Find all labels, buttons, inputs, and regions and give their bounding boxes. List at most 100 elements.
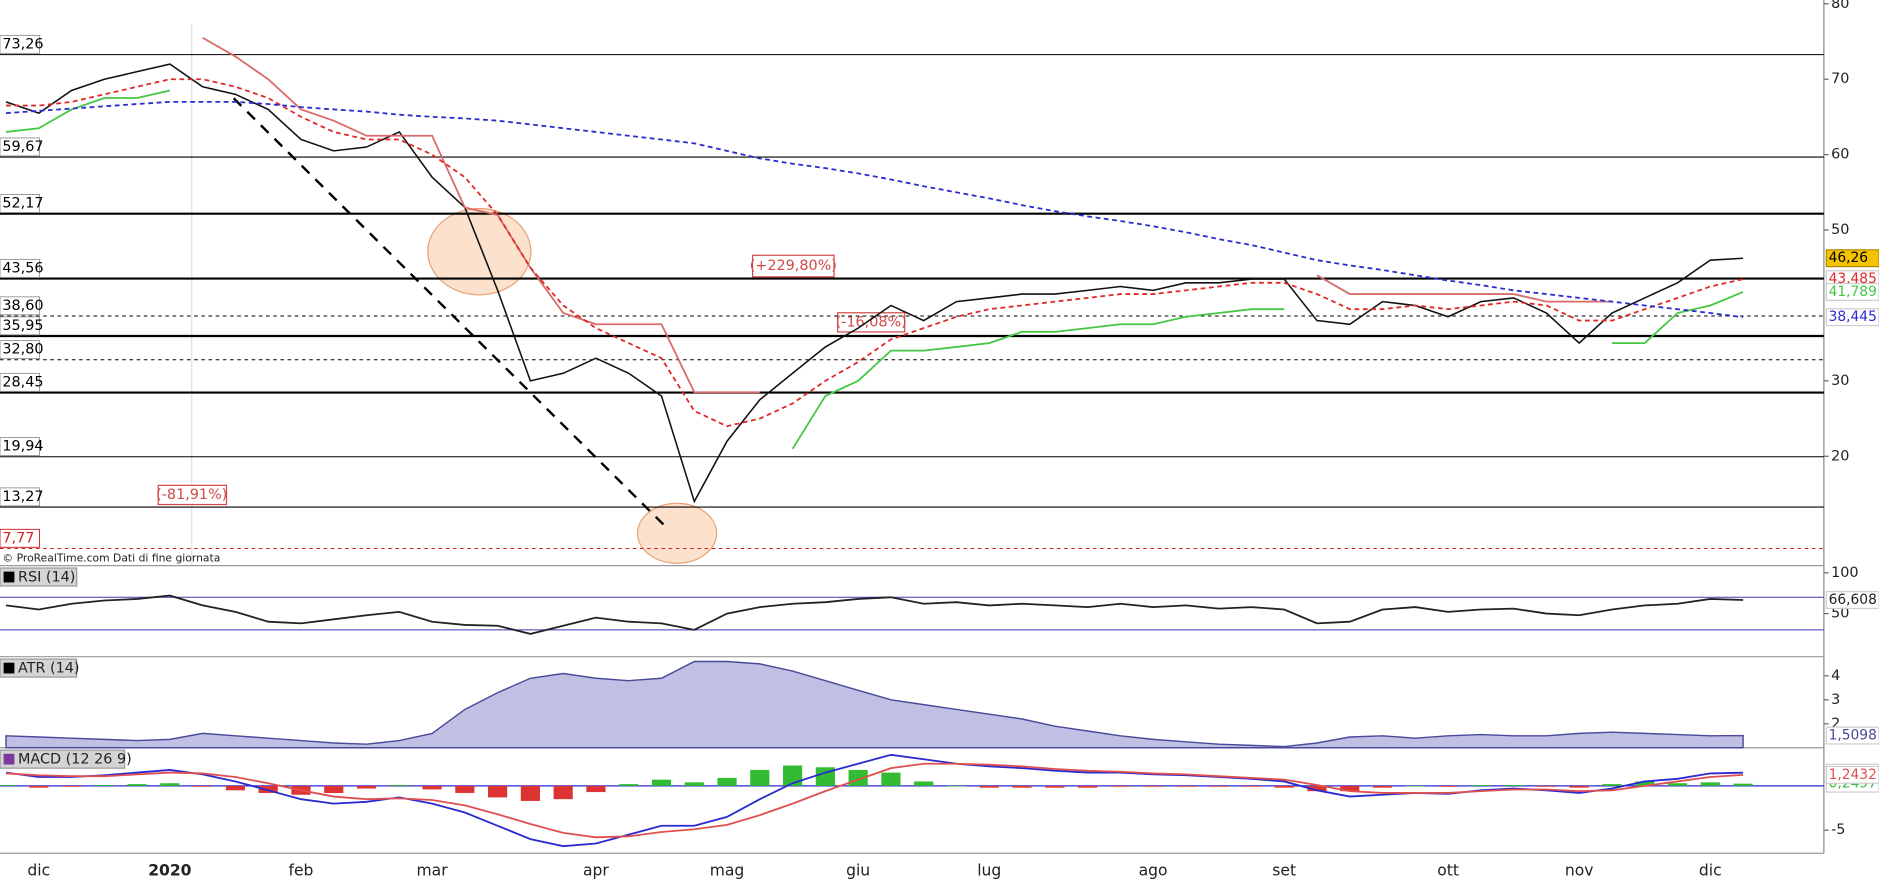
x-tick-label: nov (1565, 862, 1594, 880)
histogram-bar (586, 785, 606, 793)
histogram-bar (193, 785, 213, 787)
annotation-box (837, 312, 906, 333)
histogram-bar (881, 772, 901, 786)
level-label: 35,95 (2, 318, 43, 334)
series-line (5, 594, 1744, 635)
y-tick-label: 30 (1831, 373, 1849, 389)
histogram-bar (553, 785, 573, 800)
histogram-bar (1536, 785, 1556, 787)
level-label: 19,94 (2, 439, 43, 455)
x-tick-label: ott (1437, 862, 1459, 880)
level-label: 32,80 (2, 342, 43, 358)
histogram-bar (1635, 781, 1655, 786)
histogram-bar (684, 782, 704, 786)
end-value-box (1825, 308, 1879, 327)
panel-title: RSI (14) (18, 570, 75, 586)
histogram-bar (127, 784, 147, 786)
x-tick-label: 2020 (148, 862, 191, 880)
annotation: (-16,08%) (836, 314, 907, 330)
trend-line (232, 97, 670, 531)
series-line (5, 100, 1744, 319)
histogram-bar (914, 781, 934, 786)
x-tick-label: dic (27, 862, 50, 880)
histogram-bar (1405, 785, 1425, 787)
annotation: (-81,91%) (156, 487, 227, 503)
y-tick-label: 20 (1831, 448, 1849, 464)
histogram-bar (1438, 785, 1458, 787)
histogram-bar (1602, 784, 1622, 786)
level-label: 38,60 (2, 298, 43, 314)
histogram-bar (160, 783, 180, 786)
histogram-bar (1045, 785, 1065, 788)
level-label: 52,17 (2, 195, 43, 211)
histogram-bar (488, 785, 508, 798)
y-tick-label: 60 (1831, 147, 1849, 163)
panel-title-icon (3, 753, 15, 765)
level-label-box (0, 528, 41, 548)
x-tick-label: mag (710, 862, 745, 880)
y-tick-label: 70 (1831, 71, 1849, 87)
histogram-bar (422, 785, 442, 790)
series-line (5, 63, 1744, 504)
y-tick-label: 80 (1831, 0, 1849, 12)
end-value-label: 1,2432 (1829, 767, 1877, 783)
panel-title: ATR (14) (18, 661, 80, 677)
level-label-box (0, 437, 41, 457)
histogram-bar (94, 784, 114, 786)
level-label-box (0, 258, 41, 278)
level-label: 59,67 (2, 139, 43, 155)
level-label-box (0, 340, 41, 360)
source-note: © ProRealTime.com Dati di fine giornata (2, 551, 220, 564)
level-label: 28,45 (2, 374, 43, 390)
histogram-bar (324, 785, 344, 793)
series-line (5, 762, 1744, 839)
histogram-bar (1176, 785, 1196, 787)
end-value-box (1825, 249, 1879, 268)
x-tick-label: mar (417, 862, 449, 880)
level-label: 73,26 (2, 36, 43, 52)
level-label: 43,56 (2, 260, 43, 276)
end-value-label: 1,5098 (1829, 728, 1877, 744)
histogram-bar (717, 777, 737, 786)
annotation: (+229,80%) (750, 258, 837, 274)
y-tick-label: 2 (1831, 716, 1840, 732)
histogram-bar (1307, 785, 1327, 792)
highlight-circle (427, 207, 532, 296)
histogram-bar (979, 785, 999, 788)
end-value-box (1825, 591, 1879, 610)
x-tick-label: apr (583, 862, 609, 880)
histogram-bar (29, 785, 49, 788)
histogram-bar (750, 769, 770, 786)
y-tick-label: 100 (1831, 565, 1858, 581)
histogram-bar (389, 784, 409, 786)
histogram-bar (1241, 785, 1262, 787)
level-label-box (0, 34, 41, 54)
histogram-bar (0, 784, 16, 786)
histogram-bar (1143, 785, 1163, 787)
panel-title-box (0, 749, 126, 769)
histogram-bar (1471, 784, 1491, 786)
histogram-bar (1077, 785, 1098, 788)
end-value-box (1825, 765, 1879, 784)
y-tick-label: 50 (1831, 606, 1849, 622)
histogram-bar (1667, 783, 1688, 786)
annotation-box (157, 484, 228, 506)
y-tick-label: -5 (1831, 822, 1845, 838)
end-value-label: 66,608 (1829, 592, 1877, 608)
level-label-box (0, 194, 41, 213)
level-label-box (0, 372, 41, 392)
histogram-bar (1372, 785, 1393, 788)
histogram-bar (946, 785, 967, 787)
histogram-bar (1700, 782, 1720, 786)
x-tick-label: dic (1699, 862, 1722, 880)
histogram-bar (1733, 783, 1753, 786)
level-label: 13,27 (2, 489, 43, 505)
histogram-bar (1274, 785, 1294, 788)
histogram-bar (1340, 785, 1360, 792)
histogram-bar (619, 784, 639, 786)
histogram-bar (356, 785, 377, 789)
level-label: 7,77 (2, 530, 34, 546)
annotation-box (751, 254, 835, 278)
level-label-box (0, 316, 41, 336)
